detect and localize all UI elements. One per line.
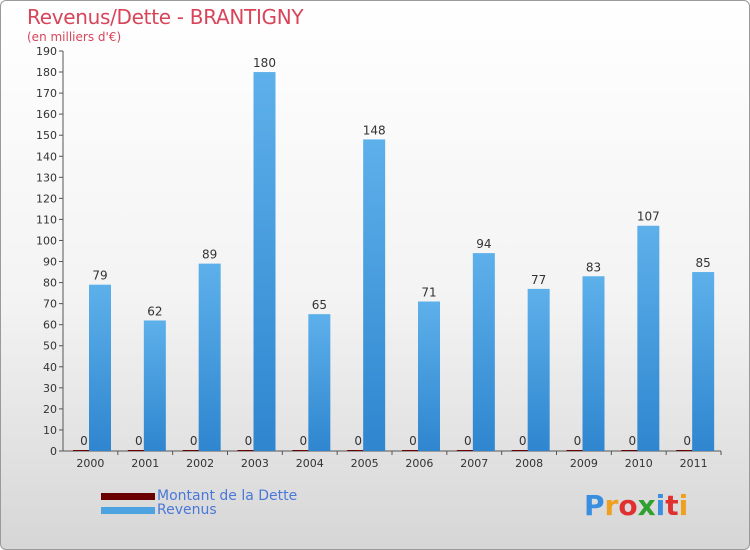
y-tick-label: 40 [43,361,57,374]
legend-label-dette: Montant de la Dette [157,488,298,504]
bar-revenus [637,225,660,451]
data-label-revenus: 107 [637,210,660,224]
x-tick-label: 2000 [76,457,104,470]
legend-item-revenus: Revenus [101,502,217,518]
y-tick-label: 160 [36,108,57,121]
y-tick-label: 100 [36,234,57,247]
bar-dette [456,450,479,451]
data-label-dette: 0 [574,434,582,448]
y-tick-label: 70 [43,298,57,311]
x-tick-label: 2005 [351,457,379,470]
data-label-revenus: 89 [202,248,217,262]
data-label-revenus: 85 [696,256,711,270]
y-tick-label: 10 [43,424,57,437]
y-tick-label: 110 [36,213,57,226]
logo-letter: o [618,489,638,522]
y-tick-label: 180 [36,66,57,79]
logo-letter: t [665,489,679,522]
bar-revenus [582,276,605,451]
x-tick-label: 2007 [460,457,488,470]
x-tick-label: 2001 [131,457,159,470]
data-label-dette: 0 [629,434,637,448]
data-label-revenus: 148 [363,123,386,137]
bar-dette [182,450,205,451]
data-label-dette: 0 [519,434,527,448]
bar-dette [511,450,534,451]
bar-dette [676,450,699,451]
data-label-dette: 0 [190,434,198,448]
y-tick-label: 30 [43,382,57,395]
data-label-revenus: 62 [147,304,162,318]
x-tick-label: 2008 [515,457,543,470]
bar-revenus [692,272,715,451]
y-tick-label: 60 [43,319,57,332]
y-tick-label: 80 [43,277,57,290]
y-tick-label: 120 [36,192,57,205]
logo-letter: x [637,489,656,522]
bar-dette [292,450,315,451]
bar-dette [621,450,644,451]
proxiti-logo: Proxiti [584,489,688,522]
x-tick-label: 2002 [186,457,214,470]
bar-revenus [418,301,440,451]
data-label-revenus: 79 [92,269,107,283]
x-tick-label: 2006 [405,457,433,470]
bar-revenus [143,320,166,451]
y-tick-label: 130 [36,171,57,184]
logo-letter: r [604,489,619,522]
bar-dette [73,450,95,451]
x-tick-label: 2004 [296,457,324,470]
bar-revenus [472,253,495,451]
data-label-dette: 0 [135,434,143,448]
y-tick-label: 20 [43,403,57,416]
data-label-revenus: 83 [586,260,601,274]
bar-revenus [363,139,386,451]
data-label-dette: 0 [300,434,308,448]
y-tick-label: 190 [36,45,57,58]
x-tick-label: 2011 [680,457,708,470]
bar-revenus [308,314,331,451]
x-tick-label: 2009 [570,457,598,470]
y-tick-label: 170 [36,87,57,100]
data-label-dette: 0 [464,434,472,448]
legend-swatch-dette [101,492,155,500]
bar-dette [566,450,589,451]
bar-revenus [89,284,111,451]
chart-title: Revenus/Dette - BRANTIGNY [27,5,304,29]
data-label-dette: 0 [354,434,362,448]
y-tick-label: 140 [36,150,57,163]
data-label-revenus: 77 [531,273,546,287]
chart-subtitle: (en milliers d'€) [27,30,122,44]
legend-label-revenus: Revenus [157,502,217,518]
bar-revenus [527,288,550,451]
bar-dette [347,450,370,451]
data-label-revenus: 65 [312,298,327,312]
bar-revenus [253,72,276,451]
bar-dette [237,450,260,451]
bar-dette [402,450,424,451]
bar-dette [127,450,150,451]
bar-revenus [198,263,221,451]
logo-letter: i [655,489,666,522]
legend-swatch-revenus [101,506,155,514]
y-tick-label: 0 [50,445,57,458]
y-tick-label: 150 [36,129,57,142]
data-label-revenus: 180 [253,56,276,70]
x-tick-label: 2010 [625,457,653,470]
y-tick-label: 90 [43,256,57,269]
data-label-revenus: 71 [421,286,436,300]
data-label-dette: 0 [683,434,691,448]
x-tick-label: 2003 [241,457,269,470]
data-label-revenus: 94 [476,237,491,251]
y-tick-label: 50 [43,340,57,353]
data-label-dette: 0 [80,434,88,448]
data-label-dette: 0 [409,434,417,448]
logo-letter: P [584,489,605,522]
logo-letter: i [678,489,689,522]
legend-item-dette: Montant de la Dette [101,488,298,504]
data-label-dette: 0 [245,434,253,448]
